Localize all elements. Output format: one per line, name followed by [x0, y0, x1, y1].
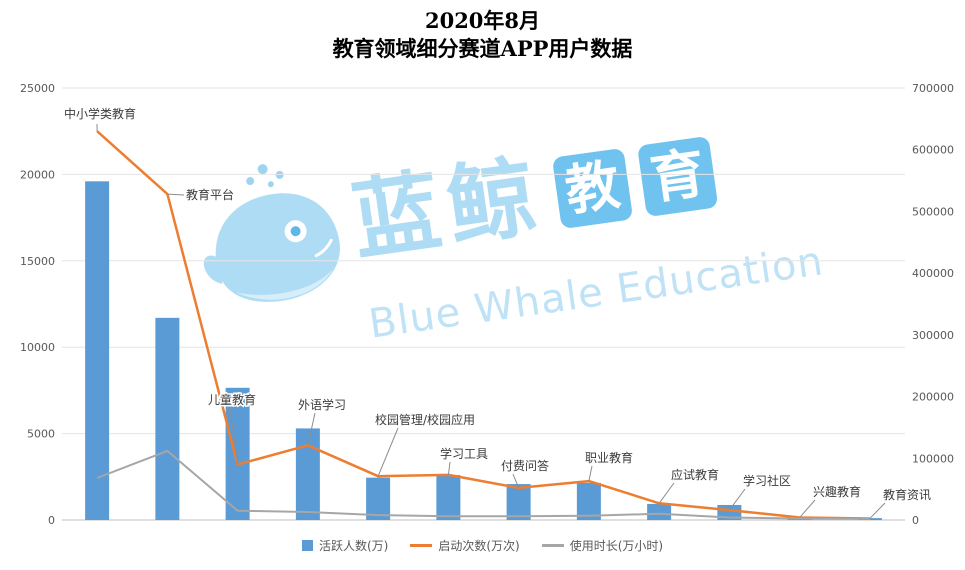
annotation-leader-line	[512, 473, 520, 489]
annotation-label: 职业教育	[585, 450, 633, 465]
annotation-leader-line	[229, 407, 239, 465]
bar-3	[295, 428, 320, 520]
legend-item-active-users: 活跃人数(万)	[301, 537, 389, 554]
left-axis-tick-label: 20000	[20, 168, 55, 181]
bar-8	[647, 503, 672, 520]
annotation-label: 外语学习	[298, 397, 346, 412]
bar-6	[506, 484, 531, 520]
left-axis-tick-label: 0	[48, 514, 55, 527]
legend-swatch-orange-line	[410, 544, 433, 547]
annotation-leader-line	[799, 499, 816, 518]
right-axis-tick-label: 0	[912, 514, 919, 527]
line-series-1	[96, 130, 870, 520]
right-axis-tick-label: 200000	[912, 391, 954, 404]
annotation-label: 付费问答	[501, 458, 549, 473]
combo-chart: 0 5000 10000 15000 20000 25000 0 100000 200000 30…	[20, 82, 954, 527]
annotation-leader-line	[869, 502, 886, 519]
left-axis-tick-label: 10000	[20, 341, 55, 354]
annotation-label: 校园管理/校园应用	[375, 412, 475, 427]
annotation-label: 教育资讯	[883, 487, 931, 502]
annotation-leader-line	[658, 482, 675, 504]
annotation-label: 中小学类教育	[64, 106, 136, 121]
legend-item-launches: 启动次数(万次)	[410, 537, 520, 554]
right-axis-tick-label: 700000	[912, 82, 954, 95]
bar-4	[366, 477, 391, 520]
bar-2	[225, 387, 250, 520]
left-axis-tick-label: 15000	[20, 255, 55, 268]
annotation-label: 学习工具	[440, 446, 488, 461]
annotation-leader-line	[167, 193, 185, 196]
right-axis-tick-label: 100000	[912, 452, 954, 465]
right-axis-tick-label: 300000	[912, 329, 954, 342]
chart-legend: 活跃人数(万) 启动次数(万次) 使用时长(万小时)	[0, 537, 965, 554]
right-axis-tick-label: 400000	[912, 267, 954, 280]
annotation-leader-line	[447, 461, 451, 476]
chart-area: 0 5000 10000 15000 20000 25000 0 100000 200000 30…	[0, 58, 965, 530]
annotation-label: 学习社区	[743, 473, 791, 488]
chart-title-line2: 教育领域细分赛道APP用户数据	[332, 35, 633, 61]
bar-7	[576, 482, 601, 520]
left-axis-tick-label: 5000	[27, 428, 55, 441]
annotation-label: 应试教育	[671, 467, 719, 482]
annotation-leader-line	[307, 412, 316, 446]
right-axis-tick-label: 600000	[912, 144, 954, 157]
chart-title: 2020年8月 教育领域细分赛道APP用户数据	[0, 0, 965, 62]
legend-label-duration: 使用时长(万小时)	[569, 539, 664, 553]
chart-title-line1: 2020年8月	[424, 8, 541, 33]
bar-5	[436, 475, 461, 520]
annotation-label: 儿童教育	[208, 392, 256, 407]
annotation-leader-line	[377, 427, 399, 477]
annotation-leader-line	[728, 488, 746, 511]
legend-label-launches: 启动次数(万次)	[438, 539, 520, 553]
right-axis-tick-label: 500000	[912, 205, 954, 218]
annotation-label: 教育平台	[186, 187, 234, 202]
bar-0	[85, 181, 110, 520]
legend-swatch-gray-line	[541, 544, 564, 547]
annotation-label: 兴趣教育	[813, 484, 861, 499]
annotation-leader-line	[588, 465, 593, 482]
left-axis-tick-label: 25000	[20, 82, 55, 95]
legend-label-active-users: 活跃人数(万)	[318, 539, 389, 553]
legend-swatch-bar	[301, 540, 313, 551]
bar-1	[155, 317, 180, 520]
line-series-2	[96, 449, 870, 520]
legend-item-duration: 使用时长(万小时)	[541, 537, 664, 554]
